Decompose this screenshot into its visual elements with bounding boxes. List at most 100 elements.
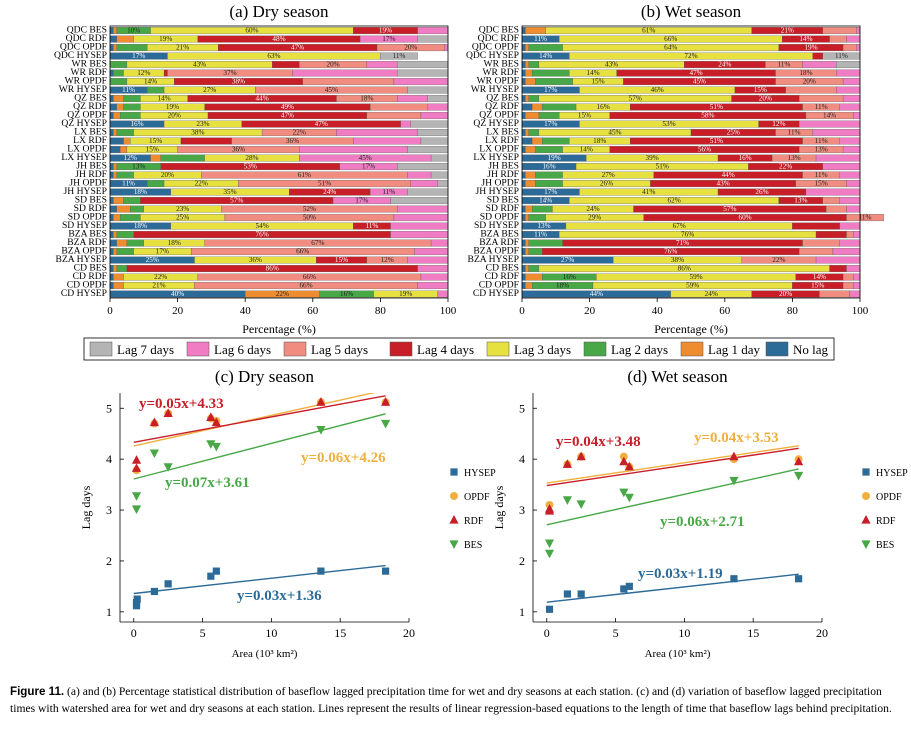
bar-segment <box>109 248 114 256</box>
bar-data-label: 86% <box>678 264 691 272</box>
bar-data-label: 57% <box>723 205 736 213</box>
bar-data-label: 12% <box>124 154 137 162</box>
bar-data-label: 21% <box>781 26 794 34</box>
bar-data-label: 66% <box>299 281 312 289</box>
bar-segment <box>116 239 128 247</box>
bar-category-label: CD OPDF <box>479 280 519 291</box>
bar-category-label: CD BES <box>486 263 519 274</box>
bar-segment <box>407 171 432 179</box>
bar-data-label: 48% <box>272 35 285 43</box>
bar-data-label: 11% <box>365 222 378 230</box>
bar-category-label: BZA HYSEP <box>56 254 107 265</box>
bar-segment <box>430 171 449 179</box>
bar-segment <box>521 171 526 179</box>
point-bes <box>149 449 160 459</box>
point-hysep <box>795 575 803 583</box>
x-tick-label: 10 <box>265 626 277 640</box>
bar-segment <box>427 103 449 111</box>
bar-data-label: 38% <box>232 77 245 85</box>
bar-segment <box>397 69 449 77</box>
bar-category-label: CD RDF <box>485 271 519 282</box>
panel-c-dry-season-scatter: (c) Dry season y=0.03x+1.36 y=0.06x+4.26 y=… <box>79 367 496 660</box>
bar-data-label: 61% <box>298 171 311 179</box>
bar-data-label: 11% <box>835 52 848 60</box>
bar-data-label: 43% <box>193 60 206 68</box>
bar-segment <box>819 290 851 298</box>
bar-segment <box>109 282 114 290</box>
bar-category-label: LX BES <box>74 127 107 138</box>
bar-segment <box>521 146 526 154</box>
bar-data-label: 71% <box>676 239 689 247</box>
bar-segment <box>116 205 131 213</box>
y-tick-label: 3 <box>519 503 525 517</box>
bar-segment <box>113 282 124 290</box>
bar-segment <box>521 205 526 213</box>
bar-data-label: 11% <box>382 188 395 196</box>
bar-segment <box>525 146 536 154</box>
bar-segment <box>531 69 570 77</box>
legend-box <box>83 337 835 361</box>
bar-segment <box>521 180 526 188</box>
point-hysep <box>150 587 159 596</box>
bar-data-label: 14% <box>144 77 157 85</box>
bar-segment <box>525 214 529 222</box>
bar-segment <box>842 146 861 154</box>
point-bes <box>624 493 634 503</box>
point-bes <box>729 476 739 486</box>
fit-lines <box>546 445 799 603</box>
point-bes <box>449 540 459 549</box>
bar-segment <box>380 52 418 60</box>
bar-data-label: 22% <box>195 179 208 187</box>
bar-category-label: SD OPDF <box>68 212 107 223</box>
fit-equation-hysep: y=0.03x+1.36 <box>237 588 322 604</box>
panel-d-wet-season-scatter: (d) Wet season y=0.03x+1.19 y=0.04x+3.53 y=… <box>492 367 908 660</box>
bar-segment <box>525 95 529 103</box>
bar-segment <box>829 265 847 273</box>
point-hysep <box>545 605 554 613</box>
bar-segment <box>109 197 114 205</box>
bar-data-label: 17% <box>544 120 557 128</box>
bar-data-label: 16% <box>738 154 751 162</box>
bar-data-label: 53% <box>662 120 675 128</box>
bar-segment <box>542 103 577 111</box>
bar-data-label: 17% <box>355 196 368 204</box>
bar-segment <box>521 239 526 247</box>
bar-segment <box>815 256 861 264</box>
bar-data-label: 39% <box>646 154 659 162</box>
bar-segment <box>417 282 449 290</box>
bar-category-label: JH BES <box>76 161 107 172</box>
bar-data-label: 13% <box>537 222 550 230</box>
fit-lines <box>133 393 386 595</box>
bar-data-label: 25% <box>176 213 189 221</box>
bar-data-label: 16% <box>597 103 610 111</box>
bar-data-label: 22% <box>779 162 792 170</box>
bar-category-label: SD HYSEP <box>474 220 519 231</box>
bar-segment <box>109 146 121 154</box>
bar-segment <box>123 95 141 103</box>
bar-segment <box>109 273 114 281</box>
bar-data-label: 15% <box>591 77 604 85</box>
bar-segment <box>397 163 449 171</box>
bar-data-label: 20% <box>759 94 772 102</box>
bar-segment <box>109 95 114 103</box>
bar-segment <box>302 78 395 86</box>
bar-segment <box>109 231 114 239</box>
bar-segment <box>109 103 117 111</box>
bar-data-label: 56% <box>698 145 711 153</box>
bar-segment <box>400 120 411 128</box>
x-tick-label: 60 <box>719 305 731 317</box>
bar-category-label: JH BES <box>488 161 519 172</box>
bar-data-label: 18% <box>134 222 147 230</box>
bar-category-label: CD RDF <box>73 271 107 282</box>
panel-b-wet-season-bars: (b) Wet season 61% 21% QDC BES 11% 66% 14% QDC … <box>466 2 884 336</box>
bar-segment <box>119 112 141 120</box>
bar-segment <box>397 95 428 103</box>
bar-segment <box>525 27 546 35</box>
x-tick-label: 0 <box>544 626 550 640</box>
bar-data-label: 16% <box>563 273 576 281</box>
bar-segment <box>407 86 449 94</box>
bar-data-label: 21% <box>152 281 165 289</box>
bar-segment <box>417 129 449 137</box>
point-rdf <box>619 456 629 466</box>
bar-segment <box>525 78 536 86</box>
